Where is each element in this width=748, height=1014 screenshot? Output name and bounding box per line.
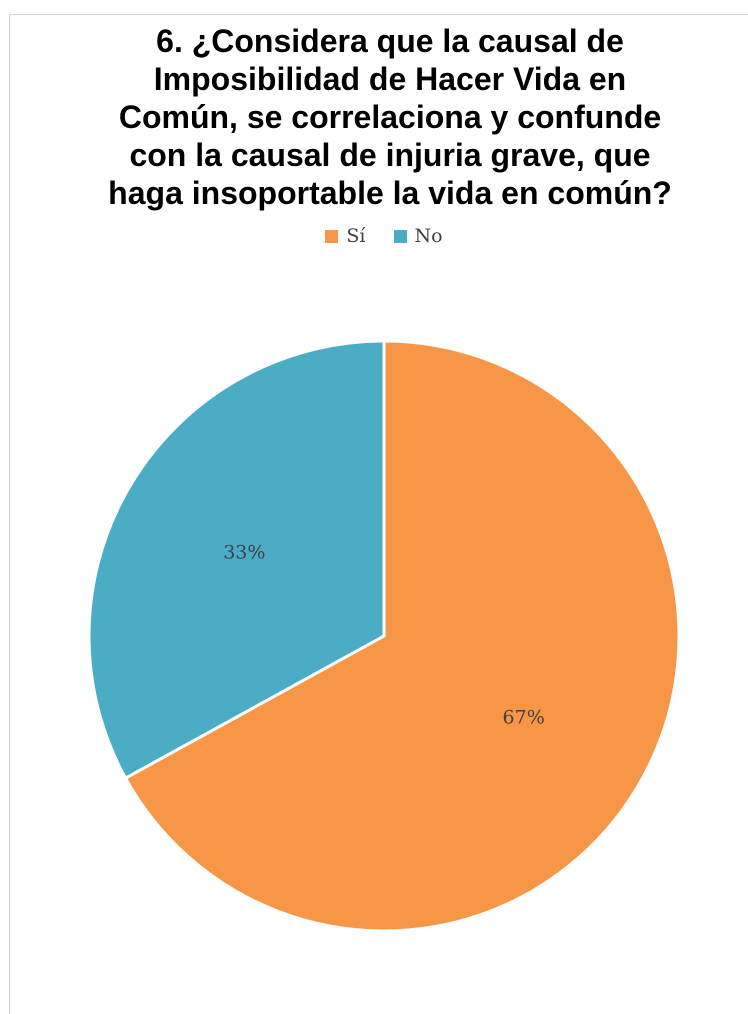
data-label-no: 33%: [223, 541, 265, 563]
pie-slice-si: [123, 339, 681, 933]
legend-swatch-no: [393, 229, 407, 243]
pie-slice-no: [87, 339, 386, 780]
pie-slices: [87, 339, 681, 933]
legend-item-si: Sí: [325, 225, 366, 247]
chart-title: 6. ¿Considera que la causal de Imposibil…: [108, 23, 672, 211]
pie-data-labels: 67% 33%: [223, 541, 545, 728]
legend-label-si: Sí: [346, 225, 366, 247]
data-label-si: 67%: [503, 707, 545, 729]
legend-label-no: No: [414, 225, 443, 247]
chart-legend: Sí No: [0, 225, 748, 247]
legend-swatch-si: [325, 229, 339, 243]
legend-item-no: No: [393, 225, 443, 247]
